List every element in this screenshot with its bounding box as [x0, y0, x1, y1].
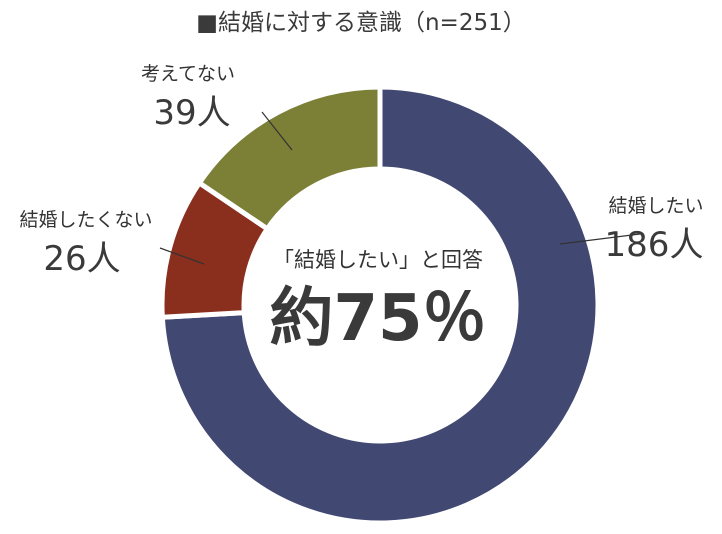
label-dont-want-count: 26人	[43, 239, 120, 279]
chart-title: ■結婚に対する意識（n=251）	[196, 10, 525, 36]
label-want-name: 結婚したい	[608, 195, 703, 217]
center-caption: 「結婚したい」と回答	[273, 248, 483, 272]
slices-group	[159, 84, 601, 526]
center-percentage: 約75％	[269, 282, 486, 356]
slice-not-thinking	[195, 84, 383, 233]
label-not-thinking-count: 39人	[153, 93, 230, 133]
slice-want	[159, 84, 601, 526]
leader-line-want	[559, 233, 641, 245]
leader-line-dont-want	[159, 247, 205, 265]
label-dont-want-name: 結婚したくない	[19, 209, 152, 231]
label-want-count: 186人	[605, 225, 704, 265]
leader-line-not-thinking	[261, 111, 293, 151]
label-not-thinking-name: 考えてない	[141, 63, 235, 85]
